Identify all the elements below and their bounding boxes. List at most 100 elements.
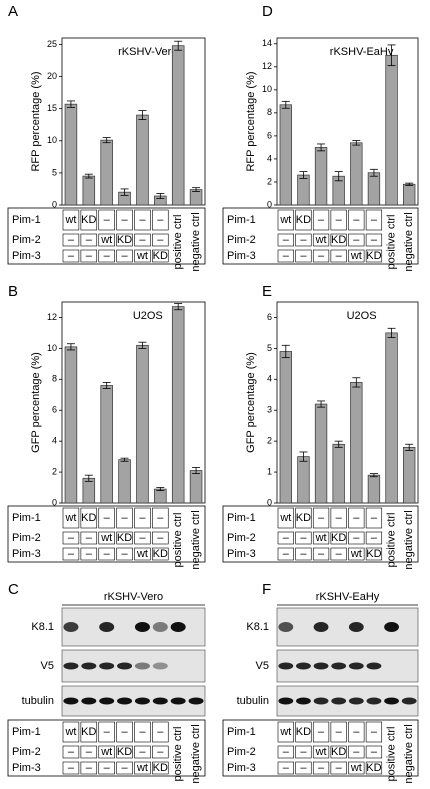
- error-bar: [405, 443, 414, 451]
- table-cell: [330, 721, 347, 743]
- error-bar: [102, 381, 111, 389]
- table-cell: [134, 547, 151, 561]
- table-cell: [152, 531, 169, 545]
- cell-text: –: [139, 234, 146, 246]
- blot-title: rKSHV-Vero: [104, 591, 163, 603]
- table-cell: [80, 721, 98, 743]
- y-tick-label: 0: [52, 199, 57, 209]
- blot-band: [313, 697, 329, 705]
- y-tick-label: 10: [262, 84, 272, 94]
- blot-row-label: K8.1: [246, 621, 269, 633]
- y-axis-label: GFP percentage (%): [245, 352, 257, 453]
- cell-text: KD: [81, 214, 96, 226]
- cell-text: –: [300, 532, 307, 544]
- cell-text: wt: [350, 250, 362, 262]
- table-cell: [98, 547, 115, 561]
- table-cell: [116, 507, 133, 529]
- error-bar: [352, 377, 361, 388]
- bar: [297, 174, 310, 206]
- control-label: positive ctrl: [385, 512, 397, 567]
- blot-band: [134, 697, 150, 705]
- cell-text: –: [86, 762, 93, 774]
- y-tick-label: 15: [47, 103, 57, 113]
- table-cell: [348, 745, 365, 759]
- panel-letter: B: [8, 283, 18, 300]
- cell-text: –: [371, 512, 378, 524]
- blot-band: [170, 622, 186, 632]
- cell-text: KD: [153, 548, 168, 560]
- table-cell: [312, 249, 330, 263]
- cell-text: –: [318, 214, 325, 226]
- bar: [314, 403, 328, 504]
- table-cell: [348, 547, 365, 561]
- table-frame: [7, 207, 206, 265]
- cell-text: –: [371, 214, 378, 226]
- cell-text: –: [336, 214, 343, 226]
- cell-text: wt: [279, 214, 291, 226]
- bar: [385, 332, 398, 504]
- error-bar: [369, 168, 378, 177]
- table-cell: [365, 745, 383, 759]
- cell-text: wt: [64, 512, 76, 524]
- plot-frame: [61, 301, 206, 504]
- control-label: negative ctrl: [190, 510, 202, 569]
- blot-band: [348, 697, 364, 705]
- table-cell: [116, 531, 133, 545]
- cell-text: wt: [315, 234, 327, 246]
- table-cell: [134, 209, 151, 231]
- error-bar: [174, 40, 183, 51]
- y-tick-label: 20: [47, 71, 57, 81]
- control-label: positive ctrl: [385, 214, 397, 269]
- table-cell: [277, 761, 294, 775]
- bar: [100, 385, 113, 504]
- table-cell: [152, 721, 169, 743]
- cell-text: –: [68, 746, 75, 758]
- cell-text: –: [157, 512, 164, 524]
- table-cell: [116, 233, 133, 247]
- cell-text: KD: [117, 746, 132, 758]
- cell-text: –: [86, 234, 93, 246]
- row-label: Pim-3: [12, 250, 41, 262]
- error-bar: [192, 467, 201, 475]
- cell-text: KD: [331, 746, 346, 758]
- cell-text: wt: [100, 746, 112, 758]
- table-cell: [312, 721, 330, 743]
- cell-text: wt: [279, 726, 291, 738]
- bar: [385, 54, 398, 206]
- bar: [350, 382, 363, 504]
- table-cell: [330, 209, 347, 231]
- table-cell: [330, 547, 347, 561]
- control-label: negative ctrl: [190, 724, 202, 783]
- error-bar: [66, 343, 75, 351]
- chart-title: U2OS: [133, 310, 163, 322]
- table-cell: [277, 249, 294, 263]
- table-cell: [277, 721, 294, 743]
- row-label: Pim-3: [12, 762, 41, 774]
- blot-band: [99, 662, 115, 670]
- cell-text: –: [283, 548, 290, 560]
- y-tick-label: 6: [52, 405, 57, 415]
- cell-text: wt: [350, 762, 362, 774]
- y-tick-label: 2: [52, 466, 57, 476]
- cell-text: –: [157, 532, 164, 544]
- panel-letter: F: [262, 581, 271, 598]
- y-tick-label: 5: [52, 167, 57, 177]
- cell-text: –: [139, 214, 146, 226]
- y-tick-label: 0: [267, 199, 272, 209]
- blot-band: [134, 662, 150, 670]
- row-label: Pim-3: [227, 250, 256, 262]
- table-cell: [152, 507, 169, 529]
- cell-text: –: [122, 726, 129, 738]
- blot-band: [152, 622, 168, 632]
- cell-text: KD: [331, 234, 346, 246]
- table-cell: [330, 745, 347, 759]
- cell-text: –: [122, 762, 129, 774]
- table-cell: [134, 249, 151, 263]
- table-cell: [330, 507, 347, 529]
- cell-text: –: [318, 726, 325, 738]
- y-axis-label: RFP percentage (%): [30, 71, 42, 171]
- table-cell: [152, 547, 169, 561]
- table-cell: [116, 209, 133, 231]
- cell-text: –: [371, 234, 378, 246]
- cell-text: –: [336, 512, 343, 524]
